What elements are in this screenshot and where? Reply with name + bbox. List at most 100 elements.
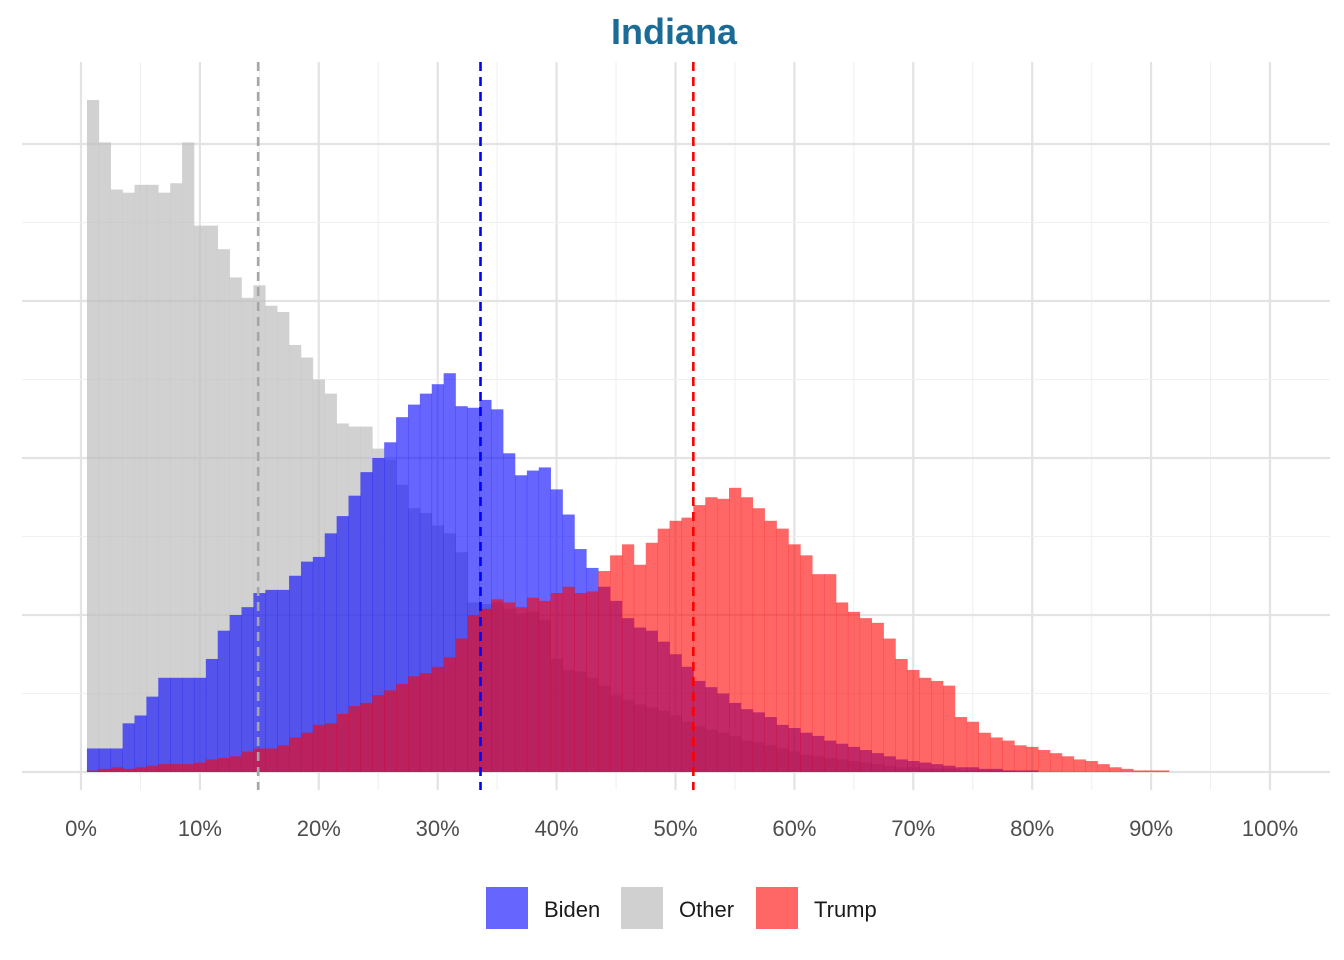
x-tick-label: 30% [416,816,460,841]
bar-trump [776,528,789,772]
bar-biden [253,593,266,772]
bar-trump [431,666,444,772]
bar-biden [312,556,326,772]
bar-trump [1073,759,1087,772]
legend-label-trump: Trump [814,897,877,922]
bar-trump [336,713,349,772]
x-tick-label: 40% [535,816,579,841]
bar-biden [289,575,302,772]
bar-other [205,225,219,772]
bar-biden [300,561,314,772]
bar-other [193,225,207,772]
bar-trump [621,544,635,772]
bar-trump [1145,770,1158,772]
bar-trump [348,706,361,772]
bar-trump [990,737,1003,772]
mean-lines-layer [256,62,695,790]
bar-trump [871,622,884,772]
bar-trump [610,555,623,772]
bar-trump [86,770,100,772]
bar-trump [514,607,528,772]
bar-trump [859,618,872,772]
x-tick-label: 0% [65,816,97,841]
legend-key-trump [756,887,798,929]
bar-trump [978,732,991,772]
bar-trump [265,748,278,772]
bar-biden [110,748,123,772]
bar-biden [205,658,219,772]
bar-trump [717,498,730,772]
bar-trump [562,586,575,772]
bar-biden [348,495,361,772]
bar-trump [681,517,694,772]
bar-trump [598,571,611,772]
bar-trump [669,520,682,772]
bar-trump [1002,740,1015,772]
x-tick-label: 70% [891,816,935,841]
bar-trump [396,684,409,772]
bar-trump [907,669,920,772]
bar-trump [455,638,468,772]
bar-trump [693,505,706,772]
bar-other [110,189,123,772]
bar-trump [110,767,123,772]
bar-trump [193,762,207,772]
bar-trump [1061,756,1075,772]
bar-trump [1038,750,1051,772]
bar-trump [752,508,765,772]
bar-biden [146,696,159,772]
bar-biden [265,589,278,772]
bar-trump [1121,768,1134,772]
bar-trump [1097,764,1110,772]
bar-trump [931,680,944,772]
bar-trump [443,657,456,772]
x-tick-label: 10% [178,816,222,841]
bar-other [134,184,147,772]
legend-label-biden: Biden [544,897,600,922]
legend-key-biden [486,887,528,929]
bar-trump [229,756,242,772]
bar-trump [372,695,385,772]
legend-key-other [621,887,663,929]
bar-other [146,184,159,772]
bar-trump [633,564,647,772]
x-tick-label: 90% [1129,816,1173,841]
bar-biden [277,589,290,772]
bar-other [182,142,195,772]
bar-trump [800,555,813,772]
series-trump [86,487,1170,772]
bar-biden [134,715,147,772]
bar-trump [503,602,516,772]
bar-trump [158,764,171,772]
x-tick-label: 80% [1010,816,1054,841]
x-tick-label: 50% [653,816,697,841]
bar-trump [1050,753,1063,772]
bar-trump [574,593,587,772]
x-axis-ticks: 0% 10% 20% 30% 40% 50% 60% 70% 80% 90% 100% [65,816,1298,841]
bar-trump [954,717,968,772]
bar-biden [170,677,183,772]
bar-trump [1133,770,1146,772]
bar-trump [312,724,326,772]
bar-trump [526,597,540,772]
bar-trump [289,737,302,772]
bar-trump [847,611,861,772]
bar-trump [705,497,718,772]
bar-trump [205,759,219,772]
bar-trump [253,748,266,772]
bar-trump [538,600,551,772]
bar-trump [550,593,563,772]
bar-trump [586,591,599,772]
bar-trump [467,615,480,772]
bar-trump [812,574,825,772]
bar-trump [729,487,742,772]
bar-trump [98,768,112,772]
bar-biden [86,748,100,772]
bar-trump [1026,746,1039,772]
bar-trump [407,676,421,772]
bars-layer [86,100,1170,773]
bar-trump [645,542,658,772]
bar-trump [241,751,254,772]
chart-title: Indiana [611,11,738,52]
